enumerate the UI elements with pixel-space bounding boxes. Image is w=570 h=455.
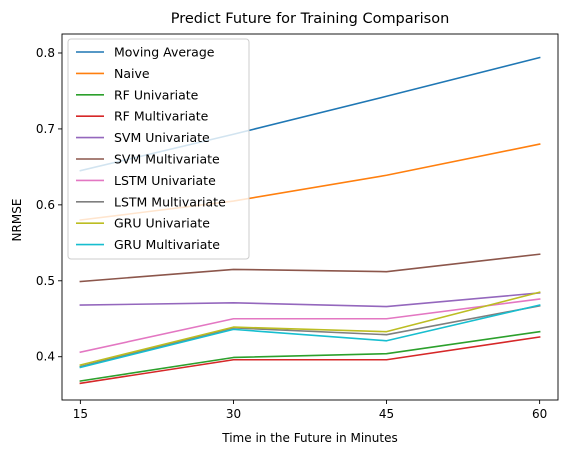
series-line-4 (79, 336, 541, 385)
legend: Moving Average Naive RF Univariate RF Multi… (67, 38, 250, 260)
y-tick-label: 0.7 (36, 122, 55, 136)
legend-label: SVM Univariate (114, 130, 210, 145)
series-line-10 (79, 304, 541, 369)
y-tick-label: 0.6 (36, 198, 55, 212)
series-line-9 (79, 291, 541, 367)
x-tick-label: 60 (532, 407, 547, 421)
legend-label: GRU Univariate (114, 216, 210, 231)
x-tick-label: 15 (73, 407, 88, 421)
series-line-5 (79, 292, 541, 308)
chart-title: Predict Future for Training Comparison (171, 11, 450, 27)
legend-label: RF Univariate (114, 87, 199, 102)
series-line-7 (79, 298, 541, 354)
axes-frame (61, 33, 559, 401)
legend-label: SVM Multivariate (114, 152, 220, 167)
series-line-6 (79, 253, 541, 283)
plot-area: 15 30 45 60 0.4 0.5 0.6 0.7 0.8 (36, 33, 559, 421)
y-tick-label: 0.4 (36, 350, 55, 364)
x-axis-label: Time in the Future in Minutes (221, 431, 397, 445)
legend-label: LSTM Multivariate (114, 194, 226, 209)
x-tick-label: 45 (379, 407, 394, 421)
legend-label: LSTM Univariate (114, 173, 216, 188)
y-tick-label: 0.5 (36, 274, 55, 288)
legend-frame (67, 38, 250, 260)
legend-label: Naive (114, 66, 150, 81)
series-line-8 (79, 304, 541, 368)
legend-label: Moving Average (114, 45, 215, 60)
y-axis-label: NRMSE (10, 199, 24, 242)
legend-label: RF Multivariate (114, 109, 209, 124)
series-line-3 (79, 330, 541, 382)
legend-label: GRU Multivariate (114, 237, 220, 252)
y-tick-label: 0.8 (36, 46, 55, 60)
x-tick-label: 30 (226, 407, 241, 421)
